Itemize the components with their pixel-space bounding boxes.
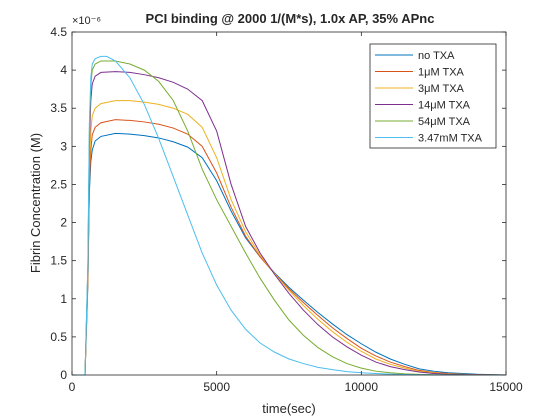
y-tick-label: 4.5 [50, 25, 67, 39]
y-tick-label: 2 [60, 216, 67, 230]
legend-label-3: 3μM TXA [418, 83, 465, 95]
x-tick-label: 5000 [203, 380, 230, 394]
y-tick-label: 0 [60, 368, 67, 382]
chart-title: PCI binding @ 2000 1/(M*s), 1.0x AP, 35%… [146, 11, 435, 26]
x-tick-label: 15000 [489, 380, 523, 394]
legend-box [369, 43, 497, 149]
x-tick-label: 0 [69, 380, 76, 394]
y-tick-label: 4 [60, 63, 67, 77]
y-axis-exponent-label: ×10⁻⁶ [72, 15, 101, 27]
series-line-4 [72, 71, 507, 376]
y-tick-label: 3.5 [50, 101, 67, 115]
y-tick-label: 2.5 [50, 177, 67, 191]
y-tick-label: 1 [60, 292, 67, 306]
legend-label-4: 14μM TXA [418, 100, 471, 112]
legend-label-1: no TXA [418, 50, 455, 62]
series-line-2 [72, 119, 507, 376]
plot-box [71, 31, 507, 376]
y-tick-label: 0.5 [50, 330, 67, 344]
series-line-3 [72, 100, 507, 376]
legend-label-2: 1μM TXA [418, 67, 465, 79]
legend: no TXA 1μM TXA 3μM TXA 14μM TXA 54μM TXA 3.47… [369, 43, 497, 149]
x-axis-label: time(sec) [262, 401, 315, 416]
legend-label-5: 54μM TXA [418, 116, 471, 128]
x-tick-label: 10000 [345, 380, 379, 394]
y-tick-label: 1.5 [50, 254, 67, 268]
legend-label-6: 3.47mM TXA [418, 133, 483, 145]
y-tick-label: 3 [60, 139, 67, 153]
y-axis-label: Fibrin Concentration (M) [28, 133, 43, 273]
y-axis: 0 0.5 1 1.5 2 2.5 3 3.5 4 4.5 [50, 25, 506, 382]
x-axis: 0 5000 10000 15000 [69, 32, 523, 394]
